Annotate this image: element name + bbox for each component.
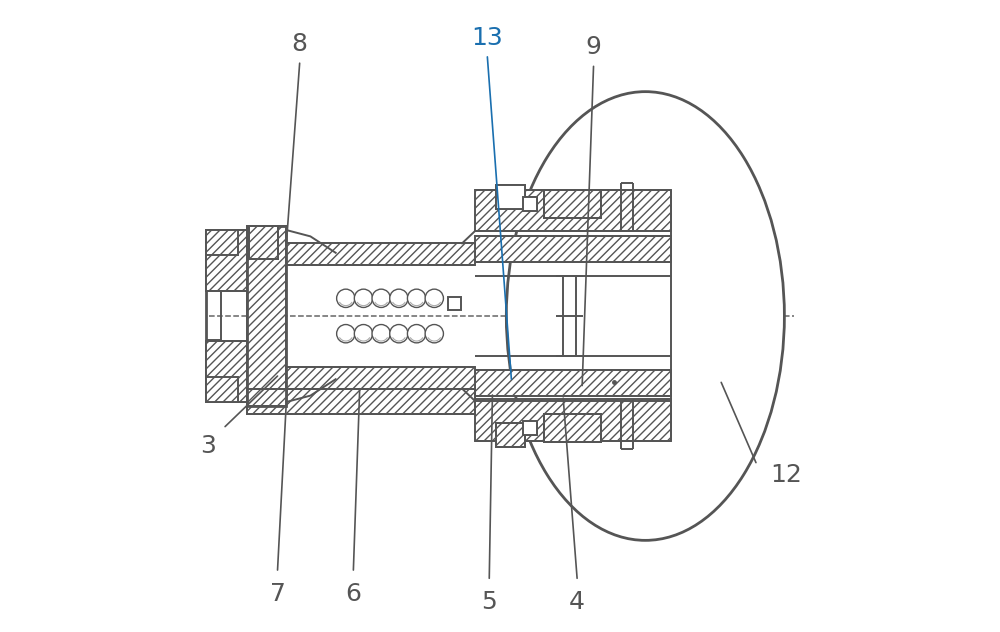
Text: 8: 8: [292, 32, 308, 56]
Text: 7: 7: [270, 582, 285, 606]
Bar: [475, 399, 671, 441]
Bar: [286, 243, 475, 265]
Bar: [286, 367, 475, 389]
Circle shape: [337, 325, 355, 343]
Circle shape: [390, 325, 408, 343]
Bar: [496, 423, 525, 447]
Bar: [206, 341, 247, 402]
Bar: [475, 370, 671, 396]
Bar: [475, 190, 671, 231]
Bar: [206, 230, 238, 255]
Circle shape: [337, 289, 355, 307]
Text: 12: 12: [770, 463, 802, 487]
Bar: [544, 414, 601, 442]
Text: 5: 5: [481, 590, 497, 614]
Text: 13: 13: [471, 26, 503, 50]
Bar: [448, 297, 461, 310]
Bar: [544, 414, 601, 442]
Text: 3: 3: [200, 434, 216, 458]
Bar: [206, 230, 247, 291]
Bar: [249, 226, 278, 259]
Text: 4: 4: [569, 590, 585, 614]
Bar: [247, 226, 286, 406]
Bar: [247, 389, 475, 414]
Bar: [496, 423, 525, 447]
Circle shape: [354, 325, 373, 343]
Ellipse shape: [506, 92, 784, 540]
Bar: [206, 377, 238, 402]
Circle shape: [372, 289, 390, 307]
Bar: [544, 190, 601, 218]
Bar: [249, 226, 278, 259]
Bar: [247, 226, 286, 406]
Text: 6: 6: [345, 582, 361, 606]
Circle shape: [425, 289, 443, 307]
Bar: [544, 190, 601, 218]
Circle shape: [390, 289, 408, 307]
Circle shape: [372, 325, 390, 343]
Bar: [247, 389, 475, 414]
Circle shape: [407, 289, 426, 307]
Circle shape: [354, 289, 373, 307]
Bar: [449, 298, 460, 308]
Circle shape: [407, 325, 426, 343]
Text: 9: 9: [586, 35, 601, 59]
Bar: [496, 185, 525, 209]
Bar: [475, 236, 671, 262]
Bar: [523, 421, 537, 435]
Bar: [496, 185, 525, 209]
Bar: [523, 197, 537, 211]
Circle shape: [425, 325, 443, 343]
